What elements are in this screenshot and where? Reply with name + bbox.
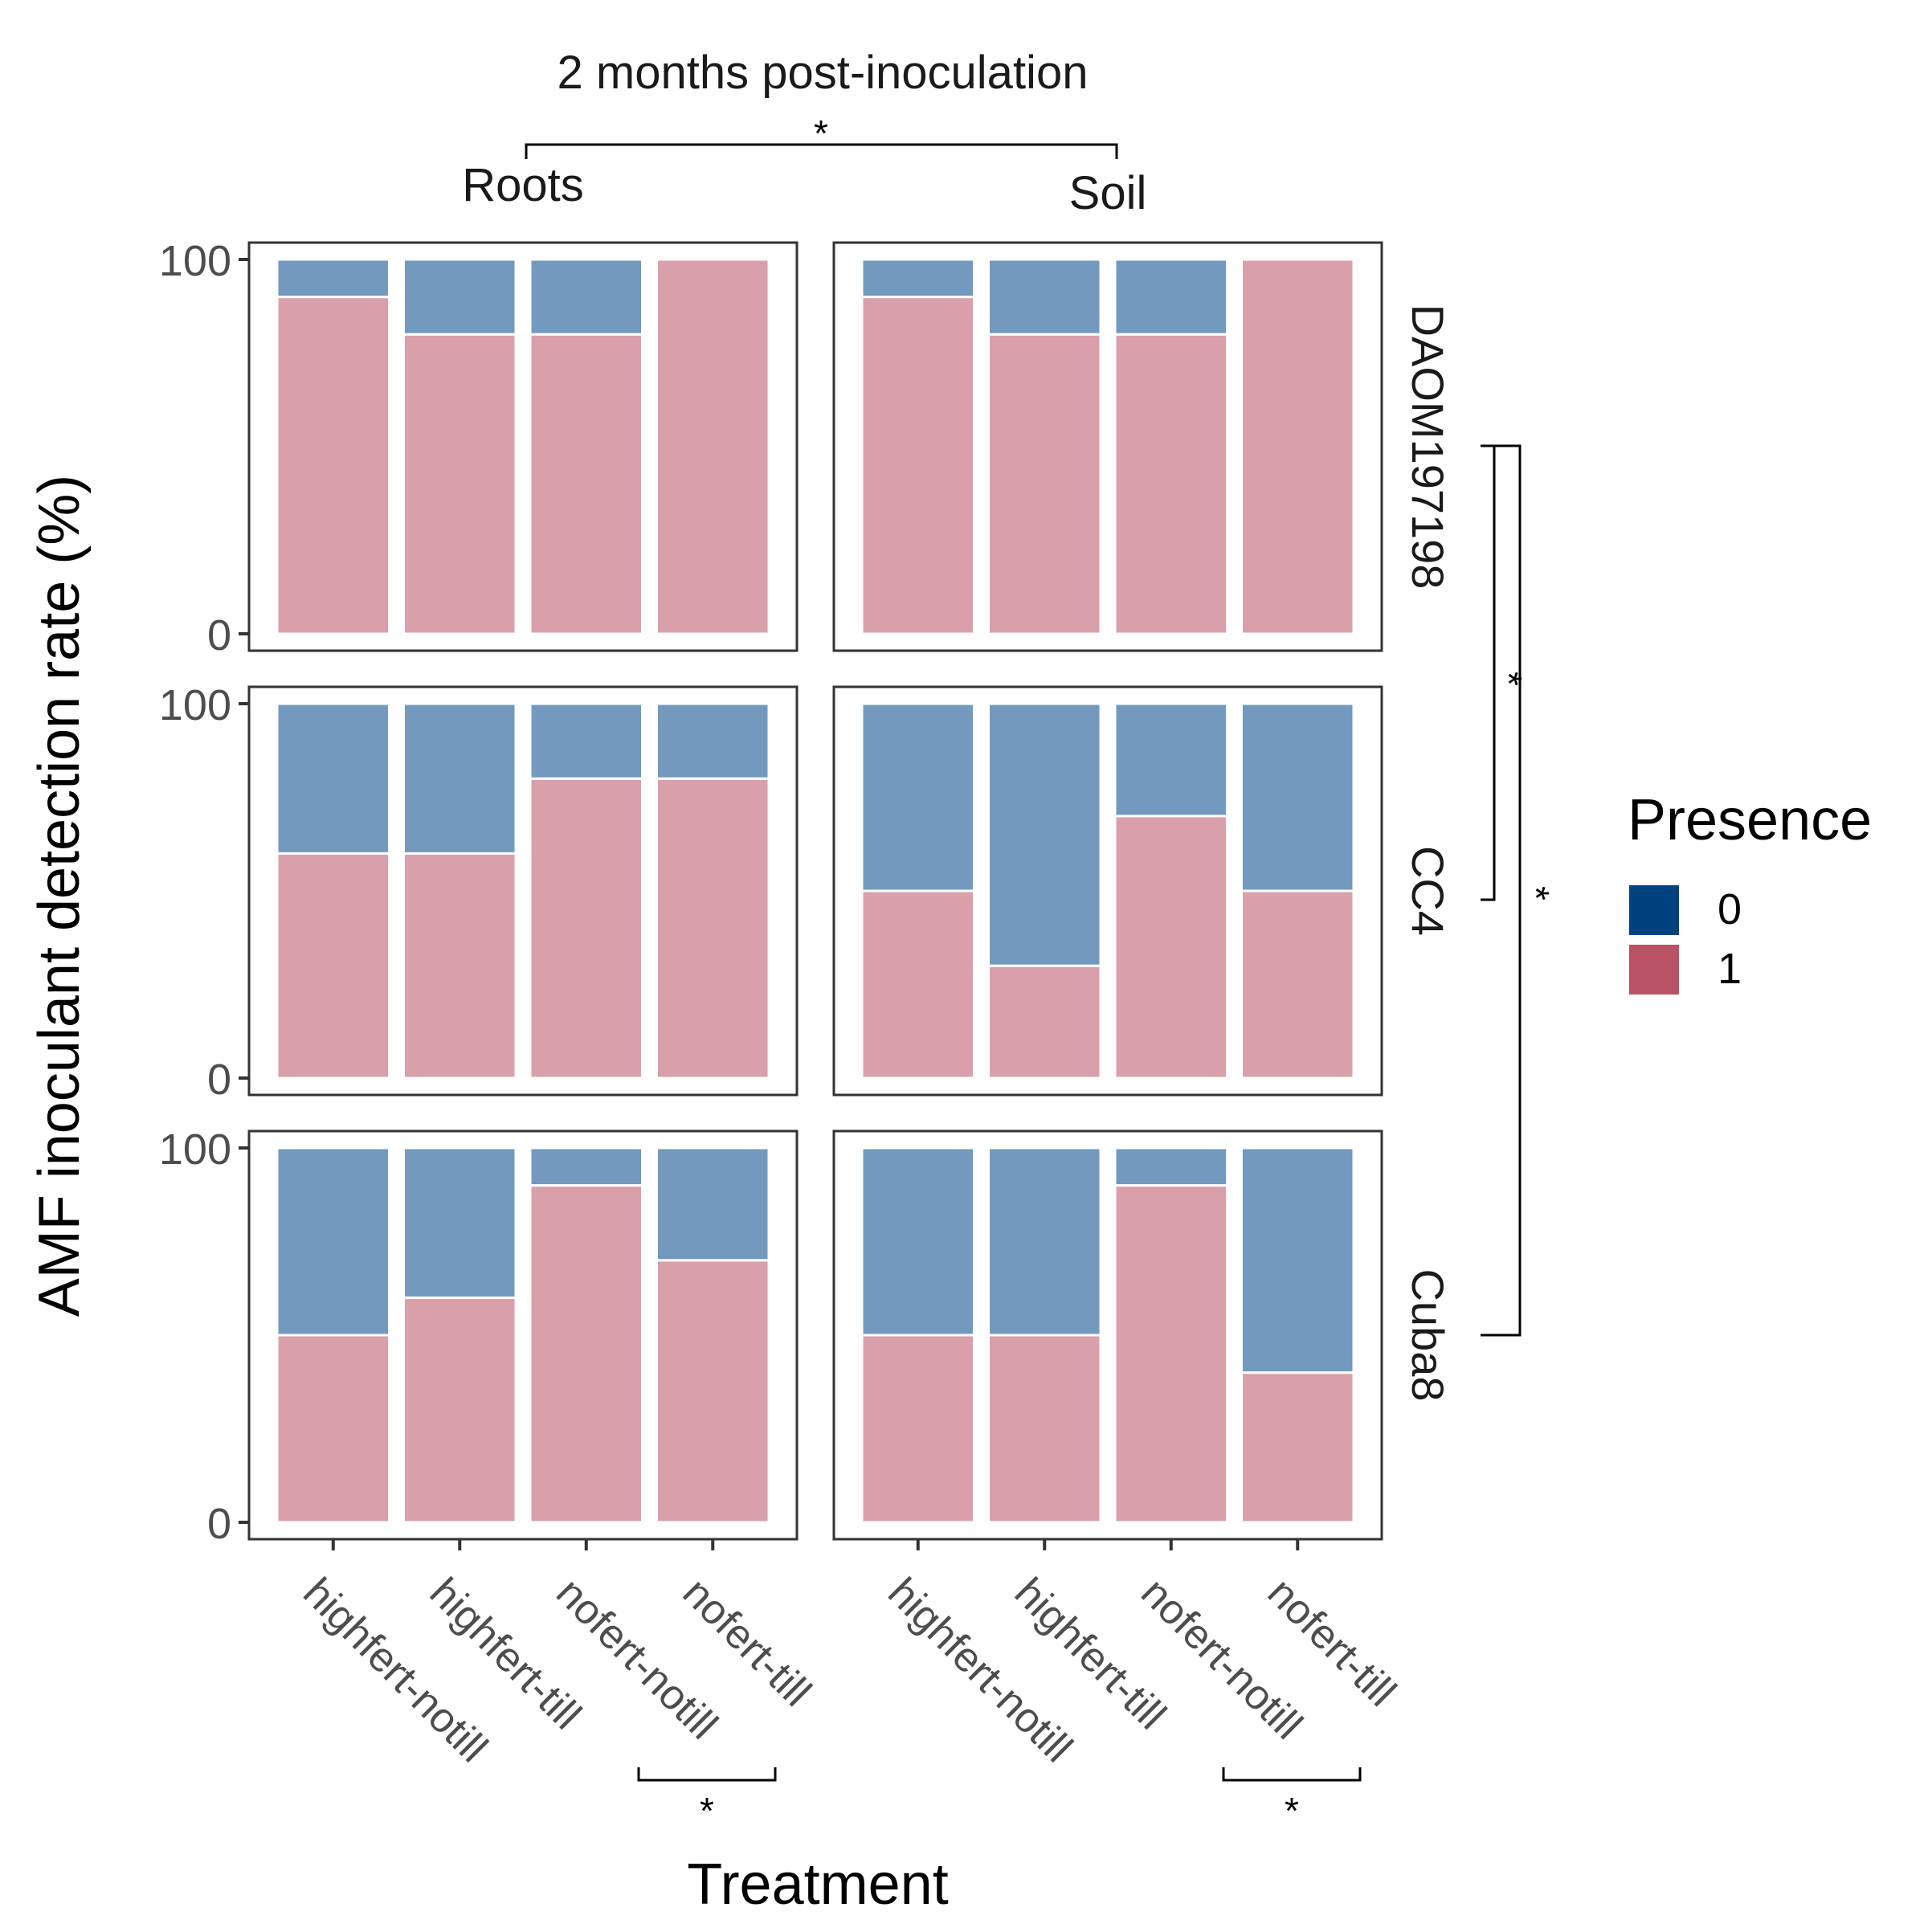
bar-presence-1-cuba8-roots-nofert-notill bbox=[529, 1184, 643, 1524]
legend-title: Presence bbox=[1628, 788, 1872, 852]
panel-border-cuba8-roots bbox=[247, 1129, 799, 1541]
facet-label-soil: Soil bbox=[1069, 167, 1147, 219]
legend-swatch-0 bbox=[1629, 885, 1679, 935]
significance-star-nofert-roots: * bbox=[700, 1790, 714, 1832]
panel-border-cuba8-soil bbox=[832, 1129, 1383, 1541]
bar-presence-1-cuba8-roots-nofert-till bbox=[656, 1259, 770, 1524]
bar-presence-1-cuba8-soil-highfert-notill bbox=[860, 1334, 975, 1524]
significance-star-daom-cuba8: * bbox=[1515, 886, 1557, 901]
bar-presence-0-cuba8-soil-highfert-notill bbox=[860, 1146, 975, 1337]
legend-label-0: 0 bbox=[1718, 885, 1742, 933]
bar-presence-0-cuba8-roots-highfert-till bbox=[402, 1146, 517, 1299]
bar-presence-0-cc4-soil-nofert-notill bbox=[1113, 702, 1228, 818]
bar-presence-1-cuba8-soil-nofert-notill bbox=[1113, 1184, 1228, 1524]
bracket-roots-soil bbox=[525, 143, 1118, 159]
significance-star-roots-soil: * bbox=[814, 112, 828, 154]
bar-presence-1-cuba8-soil-nofert-till bbox=[1240, 1371, 1355, 1524]
y-axis-label: AMF inoculant detection rate (%) bbox=[27, 475, 92, 1317]
facet-label-daom197198: DAOM197198 bbox=[1403, 304, 1453, 590]
bracket-nofert-roots bbox=[637, 1767, 777, 1782]
bar-presence-1-daom197198-roots-nofert-till bbox=[656, 258, 770, 635]
bar-presence-0-daom197198-soil-highfert-till bbox=[987, 258, 1102, 336]
bar-presence-1-cc4-soil-highfert-notill bbox=[860, 889, 975, 1080]
facet-label-cuba8: Cuba8 bbox=[1403, 1268, 1453, 1401]
bar-presence-0-cc4-roots-nofert-till bbox=[656, 702, 770, 780]
bar-presence-1-cuba8-soil-highfert-till bbox=[987, 1334, 1102, 1524]
bar-presence-1-cuba8-roots-highfert-notill bbox=[276, 1334, 390, 1524]
chart-title: 2 months post-inoculation bbox=[558, 47, 1089, 99]
significance-star-nofert-soil: * bbox=[1285, 1790, 1299, 1832]
bar-presence-1-daom197198-soil-nofert-notill bbox=[1113, 333, 1228, 635]
bar-presence-0-cc4-roots-highfert-till bbox=[402, 702, 517, 855]
panel-border-cc4-roots bbox=[247, 685, 799, 1097]
bar-presence-1-cc4-soil-nofert-till bbox=[1240, 889, 1355, 1080]
bar-presence-0-cuba8-soil-nofert-till bbox=[1240, 1146, 1355, 1374]
x-axis-label: Treatment bbox=[687, 1852, 948, 1917]
bar-presence-1-daom197198-soil-nofert-till bbox=[1240, 258, 1355, 635]
panel-border-cc4-soil bbox=[832, 685, 1383, 1097]
significance-star-daom-cc4: * bbox=[1488, 672, 1530, 686]
bar-presence-0-cuba8-roots-highfert-notill bbox=[276, 1146, 390, 1337]
bar-presence-1-cc4-soil-highfert-till bbox=[987, 964, 1102, 1080]
bar-presence-1-daom197198-soil-highfert-notill bbox=[860, 296, 975, 635]
y-tick-label-cc4-0: 0 bbox=[207, 1056, 231, 1104]
bar-presence-0-cc4-soil-nofert-till bbox=[1240, 702, 1355, 892]
bar-presence-0-cc4-roots-highfert-notill bbox=[276, 702, 390, 855]
bar-presence-1-daom197198-soil-highfert-till bbox=[987, 333, 1102, 635]
bracket-daom-cuba8 bbox=[1481, 444, 1522, 1337]
panel-border-daom197198-roots bbox=[247, 241, 799, 652]
y-tick-label-daom197198-100: 100 bbox=[159, 237, 231, 285]
bar-presence-0-daom197198-roots-highfert-till bbox=[402, 258, 517, 336]
bar-presence-1-cuba8-roots-highfert-till bbox=[402, 1296, 517, 1524]
bar-presence-0-cuba8-soil-nofert-notill bbox=[1113, 1146, 1228, 1187]
bar-presence-0-cuba8-roots-nofert-notill bbox=[529, 1146, 643, 1187]
bar-presence-0-cc4-soil-highfert-notill bbox=[860, 702, 975, 892]
bracket-nofert-soil bbox=[1222, 1767, 1362, 1782]
bar-presence-0-daom197198-soil-nofert-notill bbox=[1113, 258, 1228, 336]
legend-label-1: 1 bbox=[1718, 945, 1742, 993]
y-tick-label-daom197198-0: 0 bbox=[207, 611, 231, 660]
y-tick-label-cuba8-0: 0 bbox=[207, 1500, 231, 1548]
bar-presence-0-cuba8-roots-nofert-till bbox=[656, 1146, 770, 1262]
bar-presence-0-daom197198-roots-nofert-notill bbox=[529, 258, 643, 336]
bar-presence-0-cc4-roots-nofert-notill bbox=[529, 702, 643, 780]
bar-presence-1-daom197198-roots-highfert-till bbox=[402, 333, 517, 635]
bar-presence-1-daom197198-roots-highfert-notill bbox=[276, 296, 390, 635]
y-tick-label-cuba8-100: 100 bbox=[159, 1125, 231, 1174]
bar-presence-1-cc4-roots-nofert-till bbox=[656, 777, 770, 1080]
facet-label-roots: Roots bbox=[462, 159, 584, 211]
bar-presence-0-daom197198-roots-highfert-notill bbox=[276, 258, 390, 299]
bar-presence-0-cuba8-soil-highfert-till bbox=[987, 1146, 1102, 1337]
bar-presence-0-cc4-soil-highfert-till bbox=[987, 702, 1102, 967]
bar-presence-1-cc4-roots-highfert-till bbox=[402, 852, 517, 1080]
bar-presence-1-cc4-soil-nofert-notill bbox=[1113, 815, 1228, 1080]
facet-label-cc4: CC4 bbox=[1403, 846, 1453, 936]
y-tick-label-cc4-100: 100 bbox=[159, 681, 231, 729]
bar-presence-1-cc4-roots-highfert-notill bbox=[276, 852, 390, 1080]
panel-border-daom197198-soil bbox=[832, 241, 1383, 652]
bar-presence-1-daom197198-roots-nofert-notill bbox=[529, 333, 643, 635]
legend-swatch-1 bbox=[1629, 945, 1679, 995]
bar-presence-1-cc4-roots-nofert-notill bbox=[529, 777, 643, 1080]
bar-presence-0-daom197198-soil-highfert-notill bbox=[860, 258, 975, 299]
